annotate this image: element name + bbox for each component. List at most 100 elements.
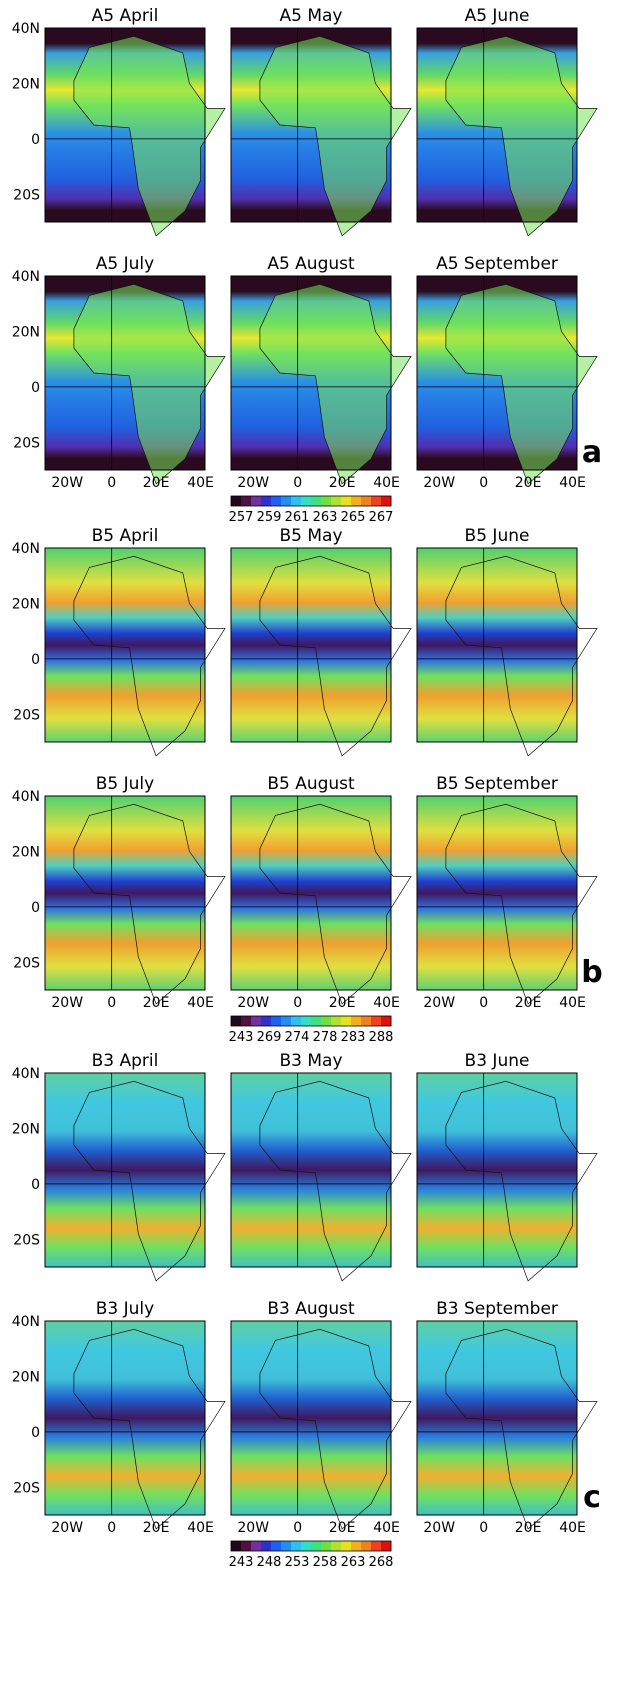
lon-label: 20W <box>51 1520 83 1536</box>
lon-label: 0 <box>479 1520 488 1536</box>
colorbar-swatch <box>271 1016 282 1026</box>
colorbar-label: 269 <box>257 1030 282 1045</box>
colorbar-swatch <box>371 1016 382 1026</box>
panel-letter: a <box>582 435 602 470</box>
lon-label: 0 <box>293 475 302 491</box>
colorbar-swatch <box>361 1541 372 1551</box>
colorbar-label: 278 <box>313 1030 338 1045</box>
coastline <box>445 1328 598 1530</box>
colorbar-swatch <box>251 496 262 506</box>
lat-label: 40N <box>12 269 40 285</box>
panel-frame <box>230 1072 392 1268</box>
lat-label: 40N <box>12 789 40 805</box>
colorbar-swatch <box>301 1016 312 1026</box>
panel-frame <box>230 547 392 743</box>
colorbar-label: 261 <box>285 510 310 525</box>
lon-label: 40E <box>559 1520 586 1536</box>
colorbar-swatch <box>331 1541 342 1551</box>
lat-label: 0 <box>31 652 40 668</box>
colorbar-swatch <box>261 1541 272 1551</box>
colorbar-label: 253 <box>285 1555 310 1570</box>
panel-title: B5 July <box>96 774 154 794</box>
map-field <box>231 1321 391 1515</box>
colorbar-swatch <box>301 1541 312 1551</box>
colorbar-swatch <box>381 1541 392 1551</box>
lon-label: 20E <box>143 475 170 491</box>
colorbar-swatch <box>281 496 292 506</box>
lon-label: 20W <box>51 475 83 491</box>
colorbar-swatch <box>311 1541 322 1551</box>
lat-label: 20S <box>13 1480 40 1496</box>
lat-label: 20S <box>13 955 40 971</box>
colorbar-swatch <box>281 1541 292 1551</box>
lon-label: 20E <box>143 995 170 1011</box>
colorbar-label: 263 <box>313 510 338 525</box>
colorbar-frame <box>230 1540 392 1552</box>
lon-label: 40E <box>373 995 400 1011</box>
panel-title: B5 September <box>436 774 558 794</box>
lat-label: 20S <box>13 435 40 451</box>
lon-label: 20E <box>329 995 356 1011</box>
panel-frame <box>230 795 392 991</box>
coastline <box>445 1080 598 1282</box>
lon-label: 0 <box>479 995 488 1011</box>
panel-title: A5 August <box>267 254 355 274</box>
lat-label: 40N <box>12 1314 40 1330</box>
coastline <box>259 555 412 757</box>
lon-label: 0 <box>107 995 116 1011</box>
colorbar-label: 265 <box>341 510 366 525</box>
colorbar-swatch <box>321 1541 332 1551</box>
colorbar-swatch <box>341 1016 352 1026</box>
lon-label: 20E <box>515 995 542 1011</box>
panel-title: B3 May <box>279 1051 342 1071</box>
colorbar-label: 274 <box>285 1030 310 1045</box>
lon-label: 20W <box>237 995 269 1011</box>
lon-label: 0 <box>107 1520 116 1536</box>
lon-label: 20E <box>329 475 356 491</box>
colorbar-swatch <box>371 496 382 506</box>
map-field <box>231 796 391 990</box>
coastline <box>73 1328 226 1530</box>
panel-frame <box>44 275 206 471</box>
colorbar-swatch <box>291 1016 302 1026</box>
coastline <box>73 803 226 1005</box>
lon-label: 40E <box>373 475 400 491</box>
map-field <box>231 548 391 742</box>
colorbar-swatch <box>351 1016 362 1026</box>
panel-title: B3 July <box>96 1299 154 1319</box>
colorbar-swatch <box>311 496 322 506</box>
lon-label: 0 <box>107 475 116 491</box>
lon-label: 20W <box>423 1520 455 1536</box>
coastline <box>259 803 412 1005</box>
panel-title: A5 July <box>96 254 154 274</box>
panel-frame <box>416 1320 578 1516</box>
lon-label: 40E <box>373 1520 400 1536</box>
colorbar-label: 257 <box>229 510 254 525</box>
lon-label: 40E <box>559 995 586 1011</box>
colorbar-swatch <box>381 1016 392 1026</box>
map-field <box>45 548 205 742</box>
coastline <box>73 555 226 757</box>
lon-label: 0 <box>479 475 488 491</box>
colorbar-swatch <box>341 1541 352 1551</box>
panel-frame <box>44 795 206 991</box>
panel-title: B3 August <box>267 1299 355 1319</box>
panel-frame <box>230 275 392 471</box>
lon-label: 0 <box>293 995 302 1011</box>
panel-frame <box>416 275 578 471</box>
map-field <box>231 1073 391 1267</box>
lon-label: 40E <box>187 1520 214 1536</box>
panel-letter: b <box>581 955 602 990</box>
colorbar-swatch <box>241 1016 252 1026</box>
lat-label: 20S <box>13 187 40 203</box>
colorbar-swatch <box>231 1541 242 1551</box>
lon-label: 20E <box>143 1520 170 1536</box>
panel-frame <box>416 547 578 743</box>
colorbar-swatch <box>251 1541 262 1551</box>
colorbar-swatch <box>361 1016 372 1026</box>
panel-frame <box>416 795 578 991</box>
panel-title: B5 May <box>279 526 342 546</box>
lon-label: 40E <box>187 995 214 1011</box>
